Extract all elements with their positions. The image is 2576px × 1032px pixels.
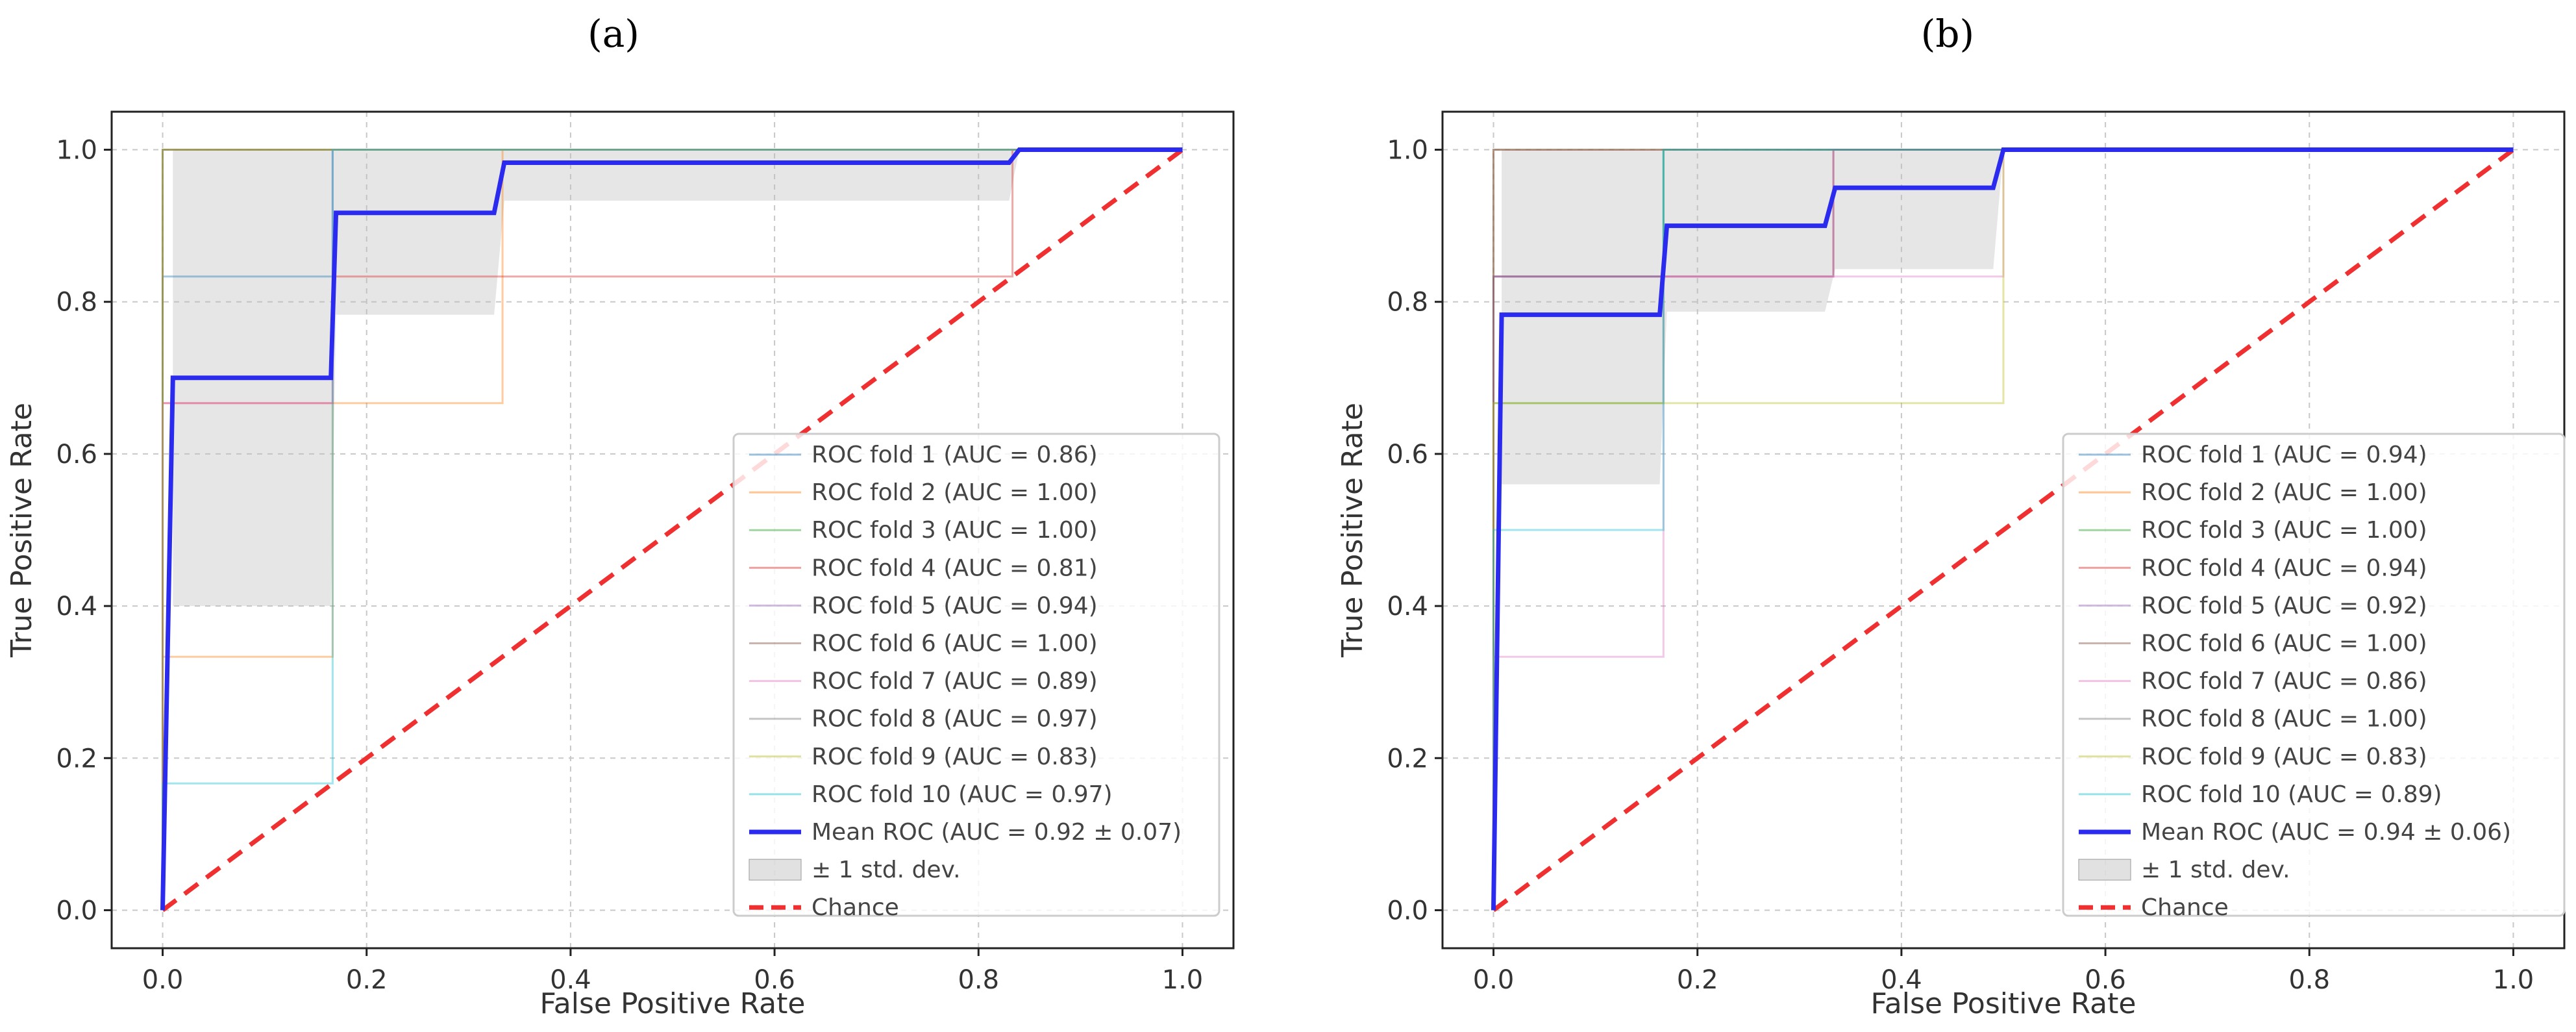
y-tick-label: 0.6 — [1387, 440, 1428, 470]
legend-label-chance: Chance — [2141, 894, 2229, 921]
y-tick-label: 0.0 — [56, 896, 97, 925]
y-tick-label: 0.2 — [56, 744, 97, 774]
panel-label: (b) — [1921, 12, 1974, 56]
y-tick-label: 1.0 — [56, 136, 97, 166]
legend-label-fold-3: ROC fold 3 (AUC = 1.00) — [811, 517, 1098, 544]
y-axis-label: True Positive Rate — [5, 403, 38, 658]
legend-box — [2062, 433, 2566, 917]
mean-roc-line — [1491, 147, 2514, 911]
x-tick-label: 0.6 — [754, 965, 795, 995]
roc-fold-5-line — [162, 149, 1183, 911]
legend-label-fold-3: ROC fold 3 (AUC = 1.00) — [2141, 517, 2427, 544]
chance-line — [1492, 147, 2515, 912]
legend-label-mean: Mean ROC (AUC = 0.92 ± 0.07) — [811, 819, 1182, 846]
legend-swatch-std — [2078, 859, 2131, 881]
x-tick-label: 0.2 — [1677, 965, 1718, 995]
legend-label-fold-7: ROC fold 7 (AUC = 0.89) — [811, 668, 1098, 695]
legend-label-mean: Mean ROC (AUC = 0.94 ± 0.06) — [2141, 819, 2511, 846]
legend-label-std: ± 1 std. dev. — [811, 857, 961, 883]
y-tick-label: 0.6 — [56, 440, 97, 470]
x-tick-label: 0.0 — [1473, 965, 1515, 995]
std-dev-band — [173, 149, 1183, 607]
legend-swatch-std — [749, 859, 802, 881]
roc-fold-9-line — [162, 149, 1183, 911]
legend-label-fold-5: ROC fold 5 (AUC = 0.94) — [811, 592, 1098, 619]
y-tick-label: 0.4 — [1387, 592, 1428, 622]
roc-fold-7-line — [162, 149, 1183, 911]
y-axis-label: True Positive Rate — [1336, 403, 1369, 658]
legend-label-chance: Chance — [811, 894, 899, 921]
y-tick-label: 1.0 — [1387, 136, 1428, 166]
y-tick-label: 0.8 — [56, 288, 97, 318]
legend-box — [732, 433, 1220, 917]
x-tick-label: 0.2 — [346, 965, 388, 995]
legend-label-std: ± 1 std. dev. — [2141, 857, 2290, 883]
legend-label-fold-2: ROC fold 2 (AUC = 1.00) — [811, 479, 1098, 506]
y-tick-label: 0.8 — [1387, 288, 1428, 318]
legend-label-fold-9: ROC fold 9 (AUC = 0.83) — [811, 744, 1098, 770]
std-dev-band — [1502, 149, 2514, 485]
chance-line — [161, 147, 1184, 912]
legend-label-fold-5: ROC fold 5 (AUC = 0.92) — [2141, 592, 2427, 619]
legend-label-fold-1: ROC fold 1 (AUC = 0.86) — [811, 442, 1098, 468]
x-tick-label: 0.8 — [958, 965, 999, 995]
panel-a: (a) 0.0 0.2 0.4 0.6 0.8 1.0 0.0 0.2 0.4 0.6 0.8 1.0 F… — [5, 12, 1235, 1020]
panel-b: (b) 0.0 0.2 0.4 0.6 0.8 1.0 0.0 0.2 0.4 0.6 0.8 1.0 F… — [1336, 12, 2566, 1020]
roc-fold-10-line — [1492, 149, 2514, 911]
legend-label-fold-2: ROC fold 2 (AUC = 1.00) — [2141, 479, 2427, 506]
legend-label-fold-10: ROC fold 10 (AUC = 0.97) — [811, 781, 1113, 808]
x-tick-label: 0.0 — [142, 965, 184, 995]
x-tick-label: 0.4 — [1881, 965, 1922, 995]
legend-label-fold-4: ROC fold 4 (AUC = 0.81) — [811, 555, 1098, 581]
legend-label-fold-8: ROC fold 8 (AUC = 1.00) — [2141, 706, 2427, 733]
legend: ROC fold 1 (AUC = 0.86) ROC fold 2 (AUC =… — [732, 433, 1220, 921]
x-axis-label: False Positive Rate — [540, 987, 806, 1020]
roc-fold-8-line — [162, 149, 1183, 911]
roc-fold-2-line — [162, 149, 1183, 911]
roc-fold-3-line — [162, 149, 1183, 911]
mean-roc-line — [160, 147, 1183, 911]
legend-label-fold-4: ROC fold 4 (AUC = 0.94) — [2141, 555, 2427, 581]
x-tick-label: 1.0 — [2493, 965, 2534, 995]
x-axis-label: False Positive Rate — [1871, 987, 2136, 1020]
legend-label-fold-10: ROC fold 10 (AUC = 0.89) — [2141, 781, 2442, 808]
x-tick-label: 0.6 — [2085, 965, 2126, 995]
roc-fold-3-line — [1492, 149, 2514, 911]
y-tick-label: 0.0 — [1387, 896, 1428, 925]
x-tick-label: 0.4 — [550, 965, 591, 995]
legend-label-fold-8: ROC fold 8 (AUC = 0.97) — [811, 706, 1098, 733]
y-tick-label: 0.4 — [56, 592, 97, 622]
legend-label-fold-7: ROC fold 7 (AUC = 0.86) — [2141, 668, 2427, 695]
roc-fold-6-line — [162, 149, 1183, 911]
y-tick-label: 0.2 — [1387, 744, 1428, 774]
legend-label-fold-6: ROC fold 6 (AUC = 1.00) — [2141, 631, 2427, 657]
plot-frame — [110, 110, 1235, 950]
x-tick-label: 1.0 — [1162, 965, 1204, 995]
legend: ROC fold 1 (AUC = 0.94) ROC fold 2 (AUC =… — [2062, 433, 2566, 921]
legend-label-fold-1: ROC fold 1 (AUC = 0.94) — [2141, 442, 2427, 468]
legend-label-fold-6: ROC fold 6 (AUC = 1.00) — [811, 631, 1098, 657]
legend-label-fold-9: ROC fold 9 (AUC = 0.83) — [2141, 744, 2427, 770]
x-tick-label: 0.8 — [2288, 965, 2330, 995]
panel-label: (a) — [588, 12, 639, 56]
